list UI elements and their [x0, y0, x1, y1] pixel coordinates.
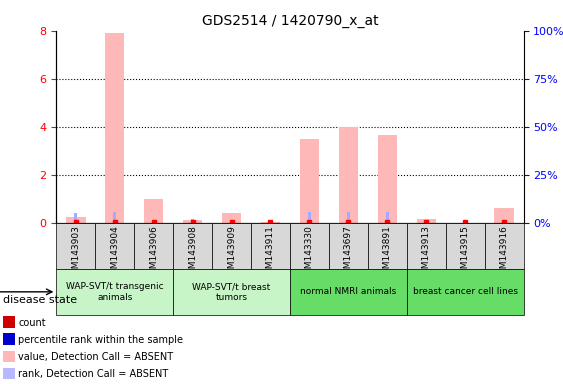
Bar: [134, 223, 173, 269]
Text: GSM143913: GSM143913: [422, 225, 431, 280]
Bar: [251, 223, 290, 269]
Bar: [66, 217, 86, 223]
Text: value, Detection Call = ABSENT: value, Detection Call = ABSENT: [18, 352, 173, 362]
Text: GSM143891: GSM143891: [383, 225, 392, 280]
Bar: [425, 220, 428, 223]
Text: GSM143697: GSM143697: [344, 225, 353, 280]
Text: GSM143330: GSM143330: [305, 225, 314, 280]
Bar: [329, 223, 368, 269]
Bar: [105, 33, 124, 223]
Bar: [368, 223, 406, 269]
Bar: [222, 213, 242, 223]
Text: GSM143908: GSM143908: [188, 225, 197, 280]
Bar: [308, 212, 311, 223]
Bar: [347, 212, 350, 223]
Text: breast cancer cell lines: breast cancer cell lines: [413, 287, 518, 296]
Bar: [463, 222, 467, 223]
Bar: [494, 208, 514, 223]
Bar: [230, 222, 233, 223]
Bar: [56, 223, 95, 269]
Bar: [152, 222, 155, 223]
Text: normal NMRI animals: normal NMRI animals: [300, 287, 396, 296]
Text: GSM143906: GSM143906: [149, 225, 158, 280]
Bar: [406, 269, 524, 315]
Bar: [406, 223, 446, 269]
Text: WAP-SVT/t transgenic
animals: WAP-SVT/t transgenic animals: [66, 282, 163, 301]
Bar: [338, 127, 358, 223]
Bar: [261, 222, 280, 223]
Bar: [503, 222, 506, 223]
Bar: [191, 219, 194, 223]
Text: percentile rank within the sample: percentile rank within the sample: [18, 335, 183, 345]
Text: WAP-SVT/t breast
tumors: WAP-SVT/t breast tumors: [193, 282, 271, 301]
Bar: [290, 269, 406, 315]
Text: GSM143911: GSM143911: [266, 225, 275, 280]
Bar: [113, 212, 117, 223]
Bar: [378, 135, 397, 223]
Bar: [183, 220, 202, 223]
Bar: [269, 222, 272, 223]
Text: GSM143909: GSM143909: [227, 225, 236, 280]
Title: GDS2514 / 1420790_x_at: GDS2514 / 1420790_x_at: [202, 14, 378, 28]
Bar: [56, 269, 173, 315]
Bar: [290, 223, 329, 269]
Bar: [417, 219, 436, 223]
Bar: [173, 223, 212, 269]
Text: GSM143904: GSM143904: [110, 225, 119, 280]
Text: rank, Detection Call = ABSENT: rank, Detection Call = ABSENT: [18, 369, 168, 379]
Text: GSM143916: GSM143916: [499, 225, 508, 280]
Text: disease state: disease state: [3, 295, 77, 305]
Text: count: count: [18, 318, 46, 328]
Bar: [386, 212, 389, 223]
Bar: [144, 199, 163, 223]
Text: GSM143903: GSM143903: [72, 225, 81, 280]
Bar: [446, 223, 485, 269]
Bar: [173, 269, 290, 315]
Bar: [485, 223, 524, 269]
Bar: [300, 139, 319, 223]
Bar: [212, 223, 251, 269]
Bar: [95, 223, 134, 269]
Bar: [74, 213, 77, 223]
Text: GSM143915: GSM143915: [461, 225, 470, 280]
